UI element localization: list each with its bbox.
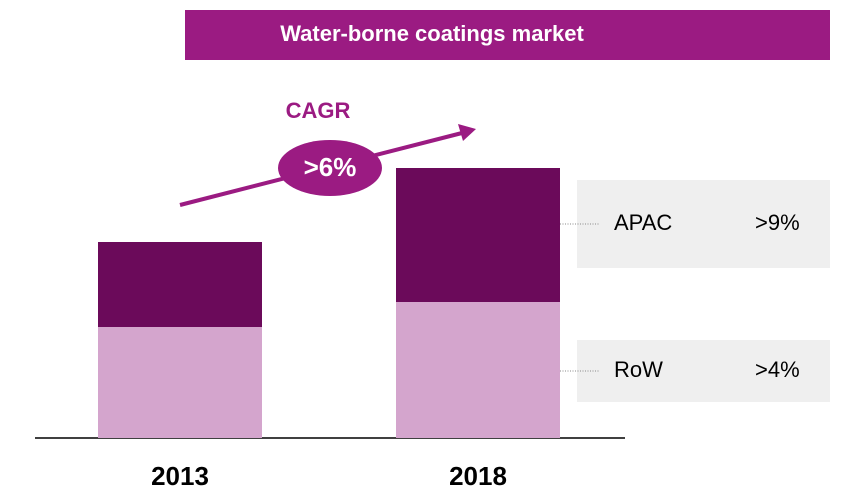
legend-box: [577, 180, 830, 268]
bar-segment: [396, 302, 560, 438]
x-tick-label: 2018: [449, 461, 507, 491]
legend-growth: >9%: [755, 210, 800, 235]
bar-segment: [396, 168, 560, 302]
cagr-arrowhead: [458, 124, 476, 141]
legend-name: APAC: [614, 210, 672, 235]
cagr-value: >6%: [304, 152, 357, 182]
chart-title: Water-borne coatings market: [280, 21, 584, 46]
legend-box: [577, 340, 830, 402]
legend-name: RoW: [614, 357, 663, 382]
cagr-label: CAGR: [286, 98, 351, 123]
bar-segment: [98, 242, 262, 327]
cagr-badge: [278, 140, 382, 196]
title-banner: [185, 10, 830, 60]
bar-segment: [98, 327, 262, 438]
x-tick-label: 2013: [151, 461, 209, 491]
legend-growth: >4%: [755, 357, 800, 382]
